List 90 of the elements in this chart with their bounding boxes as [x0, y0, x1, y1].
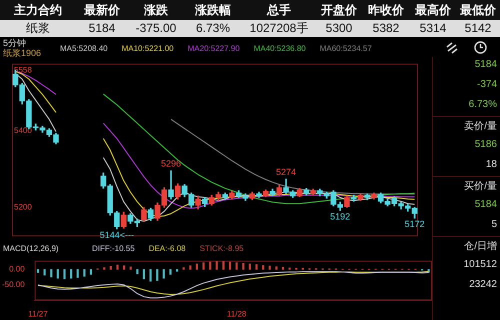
text: 6.73% — [468, 99, 497, 110]
text: 1027208手 — [250, 21, 308, 35]
category-label: 昨收价 — [367, 2, 405, 19]
bar — [282, 266, 284, 270]
text: DEA:-6.08 — [148, 244, 186, 253]
category-label: 总手 — [266, 2, 292, 19]
chart-subtitle: 纸浆1906 — [3, 48, 42, 58]
text: 5382 — [372, 21, 400, 35]
bar — [228, 262, 232, 270]
bar — [176, 269, 178, 272]
text: 纸浆 — [26, 21, 50, 35]
text: MA40:5236.80 — [254, 44, 306, 53]
bar — [56, 269, 59, 278]
text: 5300 — [326, 21, 352, 35]
bar — [136, 269, 138, 274]
bar — [142, 269, 146, 280]
category-label: 涨跌 — [143, 2, 169, 19]
x-tick-label: 11/27 — [28, 309, 48, 318]
text: 5186 — [474, 139, 497, 150]
text: MA5:5208.40 — [60, 44, 108, 53]
bar — [63, 269, 66, 280]
bar — [248, 264, 251, 270]
y-tick-label: 0.00 — [9, 264, 26, 274]
text: 5142 — [464, 21, 492, 35]
category-label: 最低价 — [459, 2, 497, 19]
bar — [169, 269, 172, 275]
bar — [236, 262, 238, 270]
category-label: 最新价 — [83, 2, 121, 19]
bar — [182, 267, 185, 270]
category-label: 主力合约 — [13, 2, 63, 19]
y-tick-label: 5558 — [14, 66, 32, 75]
x-tick-label: 11/28 — [226, 309, 247, 318]
text: 5184 — [474, 59, 497, 70]
annotation: 5192 — [330, 212, 350, 222]
bar — [83, 269, 86, 277]
bar — [222, 261, 224, 270]
bar — [268, 266, 271, 270]
category-label: 开盘价 — [320, 2, 358, 19]
bar — [103, 267, 106, 270]
bar — [162, 269, 165, 278]
text: 5184 — [474, 199, 497, 210]
text: MA10:5221.00 — [122, 44, 174, 53]
y-tick-label: 5200 — [14, 202, 32, 212]
y-tick-label: -50.00 — [2, 280, 26, 290]
bar — [116, 264, 119, 270]
y-tick-label: 5400 — [14, 126, 32, 136]
annotation: 5172 — [404, 219, 425, 230]
text: MA20:5227.90 — [188, 44, 240, 53]
bar — [123, 265, 126, 270]
bar — [36, 269, 40, 273]
annotation: 5274 — [276, 167, 296, 178]
bar — [216, 261, 218, 270]
bar — [44, 269, 46, 276]
chart-title: 5分钟 — [3, 38, 28, 48]
bar — [255, 264, 258, 270]
text: 5314 — [420, 21, 446, 35]
text: 101512 — [464, 259, 497, 270]
annotation: 5144<--- — [100, 230, 134, 240]
text: 6.73% — [196, 21, 230, 35]
bar — [196, 264, 198, 270]
text: DIFF:-10.55 — [92, 244, 135, 253]
text: 卖价/量 — [464, 120, 497, 133]
text: MA60:5234.57 — [320, 44, 372, 53]
text: 18 — [486, 159, 497, 170]
annotation: 5296 — [161, 158, 182, 169]
bar — [189, 265, 192, 270]
text: 买价/量 — [464, 180, 497, 193]
text: 5 — [491, 219, 497, 230]
bar — [275, 266, 278, 270]
text: -375.00 — [136, 21, 176, 35]
bar — [130, 266, 132, 270]
category-label: 最高价 — [414, 2, 452, 19]
bar — [156, 269, 158, 281]
text: -374 — [476, 79, 497, 90]
bar — [202, 262, 205, 270]
series-label: STICK:-8.95 — [200, 244, 244, 253]
text: 5184 — [88, 21, 116, 35]
bar — [76, 269, 79, 278]
bar — [110, 266, 112, 270]
text: 仓/日增 — [464, 240, 497, 253]
category-label: 涨跌幅 — [194, 2, 232, 19]
bar — [209, 262, 212, 270]
bar — [149, 269, 152, 282]
bar — [90, 269, 92, 275]
bar — [70, 269, 72, 278]
bar — [262, 265, 264, 270]
chart-title: MACD(12,26,9) — [3, 244, 59, 253]
bar — [50, 269, 52, 278]
bar — [242, 262, 244, 270]
text: 23242 — [469, 279, 497, 290]
